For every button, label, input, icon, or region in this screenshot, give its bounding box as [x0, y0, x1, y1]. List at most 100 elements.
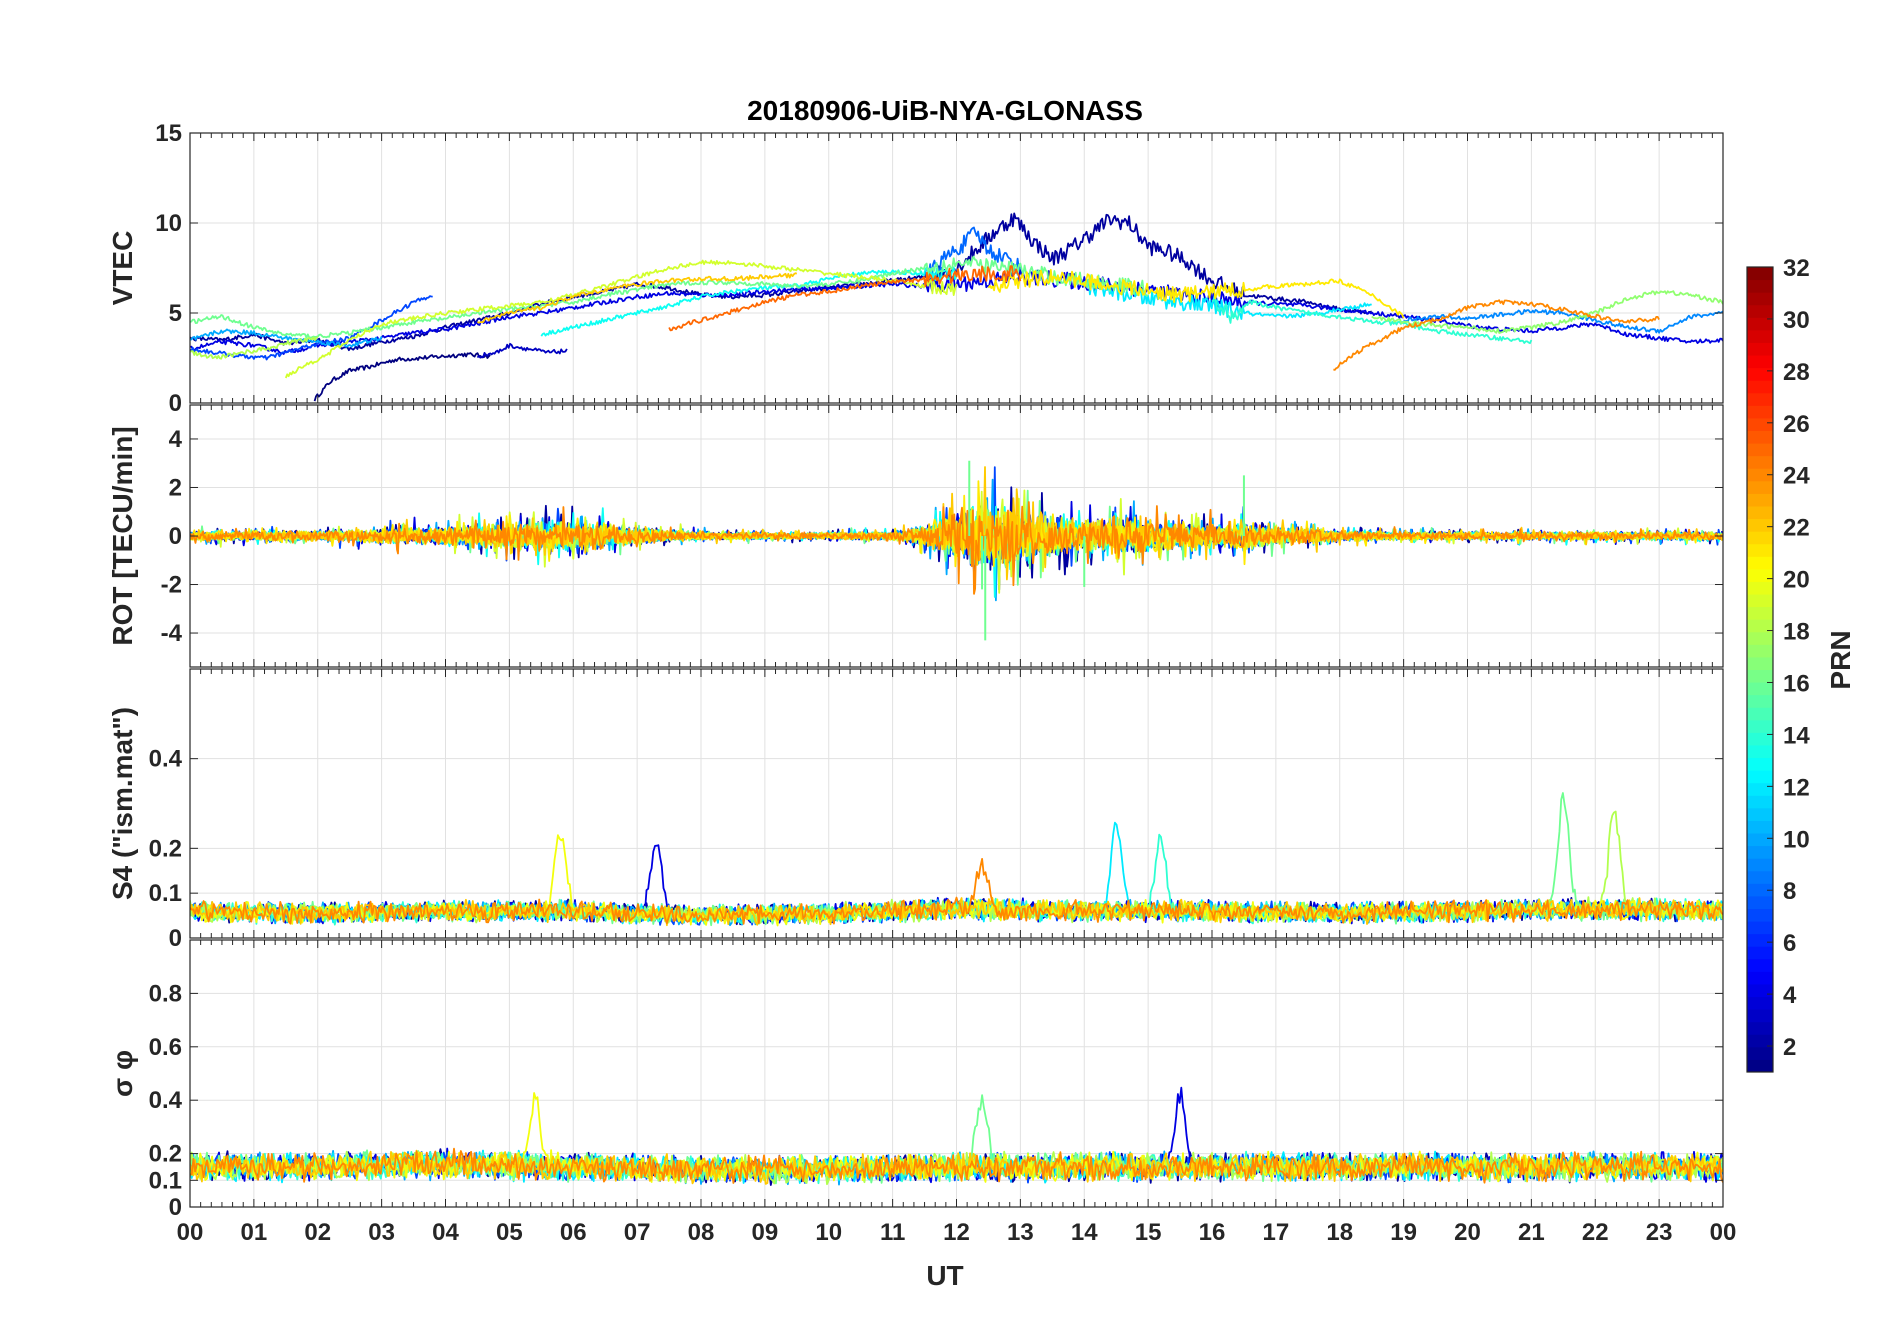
series-prn-13	[540, 266, 958, 337]
y-axis-label-rot: ROT [TECU/min]	[107, 426, 138, 645]
series-prn-19	[284, 259, 958, 379]
x-tick-label: 07	[624, 1219, 651, 1246]
x-tick-label: 17	[1263, 1219, 1290, 1246]
colorbar-tick-label: 6	[1783, 930, 1796, 957]
colorbar-swatch	[1747, 392, 1773, 406]
colorbar-swatch	[1747, 656, 1773, 670]
colorbar-swatch	[1747, 1034, 1773, 1048]
colorbar-swatch	[1747, 405, 1773, 419]
x-tick-label: 09	[752, 1219, 779, 1246]
colorbar-tick-label: 18	[1783, 619, 1810, 646]
colorbar-swatch	[1747, 556, 1773, 570]
series-prn-14	[1211, 294, 1533, 345]
colorbar-swatch	[1747, 983, 1773, 998]
series-prn-24	[1333, 299, 1660, 371]
series-prn-10	[190, 328, 383, 348]
colorbar-swatch	[1747, 568, 1773, 582]
series-prn-24	[190, 858, 1723, 925]
y-tick-label: 0	[169, 523, 182, 550]
colorbar-swatch	[1747, 782, 1773, 796]
colorbar-swatch	[1747, 719, 1773, 733]
y-axis-label-sigma_phi: σ φ	[107, 1050, 138, 1097]
colorbar-swatch	[1747, 518, 1773, 532]
colorbar-swatch	[1747, 883, 1773, 897]
colorbar-tick-label: 14	[1783, 722, 1810, 749]
series-prn-16	[190, 255, 1149, 339]
colorbar-swatch	[1747, 594, 1773, 608]
series-prn-1	[313, 352, 491, 402]
colorbar-tick-label: 30	[1783, 307, 1810, 334]
y-tick-label: 0	[169, 1194, 182, 1221]
y-tick-label: 0.2	[149, 1141, 182, 1168]
colorbar-swatch	[1747, 430, 1773, 444]
colorbar-swatch	[1747, 317, 1773, 331]
colorbar-swatch	[1747, 833, 1773, 847]
panel-sigma_phi: 00.10.2 0.4 0.6 0.8 σ φ	[107, 939, 1724, 1221]
colorbar-swatch	[1747, 921, 1773, 935]
series-prn-17	[1371, 290, 1723, 334]
colorbar-swatch	[1747, 631, 1773, 645]
x-tick-label: 19	[1390, 1219, 1417, 1246]
x-tick-label: 20	[1454, 1219, 1481, 1246]
colorbar-swatch	[1747, 946, 1773, 960]
y-tick-label: 15	[155, 120, 182, 147]
colorbar-swatch	[1747, 543, 1773, 557]
colorbar-swatch	[1747, 845, 1773, 859]
colorbar-swatch	[1747, 505, 1773, 520]
colorbar-swatch	[1747, 770, 1773, 784]
colorbar-swatch	[1747, 417, 1773, 432]
x-tick-label: 00	[1710, 1219, 1737, 1246]
colorbar-swatch	[1747, 669, 1773, 683]
colorbar-tick-label: 28	[1783, 359, 1810, 386]
colorbar-swatch	[1747, 380, 1773, 394]
y-tick-label: 0.8	[149, 980, 182, 1007]
colorbar-swatch	[1747, 531, 1773, 545]
colorbar-tick-label: 8	[1783, 878, 1796, 905]
colorbar-swatch	[1747, 468, 1773, 482]
x-tick-label: 06	[560, 1219, 587, 1246]
colorbar-swatch	[1747, 820, 1773, 834]
colorbar-swatch	[1747, 858, 1773, 872]
x-tick-label: 18	[1326, 1219, 1353, 1246]
traces-vtec	[190, 212, 1723, 402]
y-tick-label: 0.1	[149, 1167, 182, 1194]
colorbar-swatch	[1747, 342, 1773, 356]
colorbar-swatch	[1747, 807, 1773, 821]
colorbar-swatch	[1747, 480, 1773, 494]
colorbar-swatch	[1747, 707, 1773, 721]
colorbar-swatch	[1747, 694, 1773, 708]
colorbar-swatch	[1747, 996, 1773, 1010]
x-tick-label: 10	[815, 1219, 842, 1246]
colorbar-swatch	[1747, 367, 1773, 381]
panel-vtec: 0 5 10 15 VTEC	[107, 120, 1724, 417]
x-tick-label: 15	[1135, 1219, 1162, 1246]
colorbar-swatch	[1747, 1009, 1773, 1023]
colorbar-swatch	[1747, 329, 1773, 343]
x-tick-label: 01	[241, 1219, 268, 1246]
x-tick-label: 21	[1518, 1219, 1545, 1246]
series-prn-25	[668, 265, 1022, 332]
y-tick-label: 10	[155, 210, 182, 237]
x-tick-label: 03	[368, 1219, 395, 1246]
x-tick-label: 11	[880, 1219, 905, 1246]
colorbar-swatch	[1747, 606, 1773, 620]
traces-sigma_phi	[190, 1086, 1723, 1186]
traces-s4	[190, 792, 1723, 927]
colorbar-frame	[1746, 266, 1774, 1073]
colorbar-tick-label: 24	[1783, 463, 1810, 490]
y-axis-label-vtec: VTEC	[107, 231, 138, 306]
panel-s4: 0 0.1 0.2 0.4 S4 ("ism.mat")	[107, 668, 1724, 952]
series-prn-18	[190, 336, 319, 360]
series-prn-24	[190, 501, 1723, 595]
colorbar-swatch	[1747, 958, 1773, 972]
colorbar-tick-label: 32	[1783, 255, 1810, 282]
colorbar-swatch	[1747, 304, 1773, 318]
y-tick-label: 0.4	[149, 1087, 183, 1114]
colorbar-tick-label: 12	[1783, 774, 1810, 801]
colorbar-swatch	[1747, 1059, 1773, 1073]
x-tick-label: 00	[177, 1219, 204, 1246]
colorbar-tick-label: 26	[1783, 411, 1810, 438]
x-tick-label: 02	[304, 1219, 331, 1246]
series-prn-22	[190, 896, 1723, 927]
